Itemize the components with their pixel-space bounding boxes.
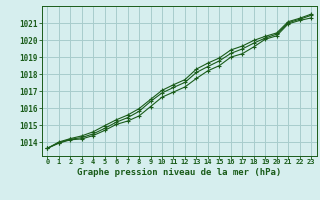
- X-axis label: Graphe pression niveau de la mer (hPa): Graphe pression niveau de la mer (hPa): [77, 168, 281, 177]
